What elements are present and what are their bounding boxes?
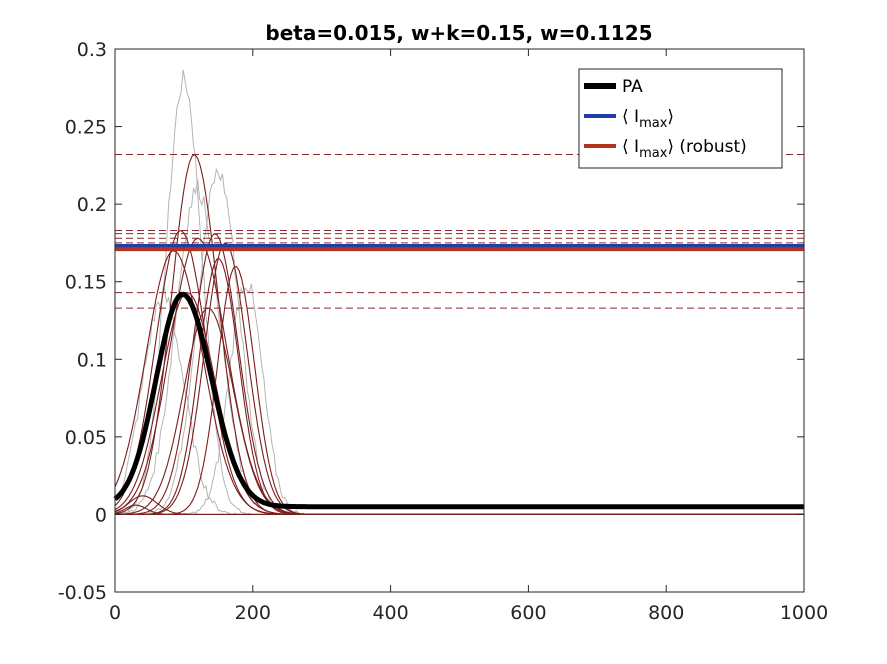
legend: PA ⟨ Imax⟩ ⟨ Imax⟩ (robust) — [578, 68, 783, 169]
y-tick-label-1: 0 — [95, 504, 107, 526]
y-tick-label-7: 0.3 — [77, 39, 107, 61]
legend-label-1: ⟨ Imax⟩ — [622, 107, 674, 131]
sample-curves — [114, 153, 804, 515]
x-tick-label-1: 200 — [235, 602, 271, 624]
x-tick-label-5: 1000 — [780, 602, 828, 624]
y-tick-label-3: 0.1 — [77, 349, 107, 371]
chart-title: beta=0.015, w+k=0.15, w=0.1125 — [265, 21, 652, 45]
y-tick-label-2: 0.05 — [65, 427, 107, 449]
y-tick-label-4: 0.15 — [65, 272, 107, 294]
peak-level-lines — [115, 153, 804, 309]
x-tick-label-4: 800 — [648, 602, 684, 624]
axis-ticks: 0 200 400 600 800 1000-0.0500.050.10.150.20.2… — [58, 39, 828, 624]
y-tick-label-6: 0.25 — [65, 117, 107, 139]
plot-frame — [114, 48, 805, 593]
x-tick-label-2: 400 — [372, 602, 408, 624]
x-tick-label-0: 0 — [109, 602, 121, 624]
legend-label-2: ⟨ Imax⟩ (robust) — [622, 137, 747, 161]
x-tick-label-3: 600 — [510, 602, 546, 624]
y-tick-label-5: 0.2 — [77, 194, 107, 216]
y-tick-label-0: -0.05 — [58, 582, 107, 604]
sample-curve-11 — [114, 504, 804, 515]
series-0-line — [113, 291, 804, 510]
legend-label-0: PA — [622, 77, 643, 97]
main-series — [113, 244, 804, 510]
